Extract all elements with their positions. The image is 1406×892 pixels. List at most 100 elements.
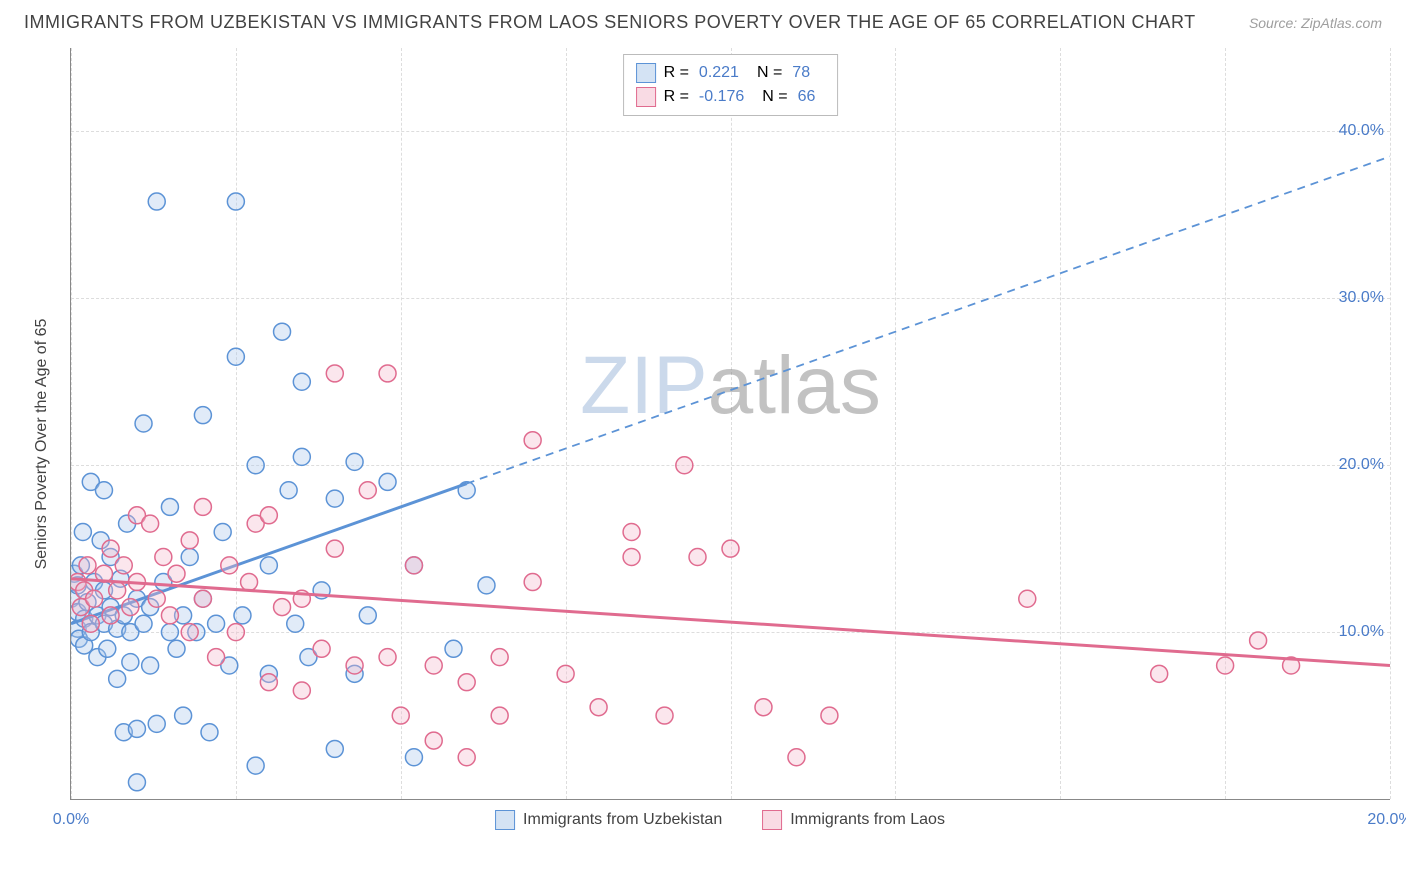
scatter-point-laos	[102, 540, 119, 557]
scatter-point-laos	[656, 707, 673, 724]
plot-region: R =0.221N =78R =-0.176N =66 ZIPatlas 10.…	[70, 48, 1390, 800]
scatter-point-uzbekistan	[214, 523, 231, 540]
scatter-point-laos	[821, 707, 838, 724]
n-label: N =	[757, 64, 782, 82]
legend-stat-row-uzbekistan: R = 0.221 N = 78	[636, 61, 826, 85]
scatter-point-laos	[79, 557, 96, 574]
scatter-point-uzbekistan	[208, 615, 225, 632]
legend-series: Immigrants from UzbekistanImmigrants fro…	[495, 810, 945, 830]
scatter-point-uzbekistan	[227, 348, 244, 365]
scatter-point-uzbekistan	[161, 498, 178, 515]
legend-stats: R = 0.221 N = 78R = -0.176 N = 66	[623, 54, 839, 116]
scatter-point-uzbekistan	[247, 757, 264, 774]
r-label: R =	[664, 64, 689, 82]
legend-swatch	[762, 810, 782, 830]
scatter-point-uzbekistan	[175, 707, 192, 724]
scatter-point-laos	[524, 432, 541, 449]
scatter-point-laos	[168, 565, 185, 582]
scatter-point-uzbekistan	[148, 715, 165, 732]
chart-area: Seniors Poverty Over the Age of 65 R =0.…	[50, 48, 1390, 840]
scatter-point-laos	[181, 532, 198, 549]
scatter-point-laos	[109, 582, 126, 599]
scatter-point-laos	[425, 732, 442, 749]
scatter-point-laos	[241, 574, 258, 591]
legend-stat-row-laos: R =-0.176N =66	[636, 85, 826, 109]
scatter-point-uzbekistan	[247, 457, 264, 474]
scatter-point-uzbekistan	[280, 482, 297, 499]
n-label: N =	[762, 88, 787, 106]
scatter-point-uzbekistan	[405, 749, 422, 766]
scatter-point-laos	[194, 498, 211, 515]
scatter-point-uzbekistan	[201, 724, 218, 741]
scatter-point-uzbekistan	[293, 448, 310, 465]
scatter-point-laos	[293, 682, 310, 699]
scatter-point-uzbekistan	[274, 323, 291, 340]
plot-canvas	[71, 48, 1390, 799]
scatter-point-laos	[590, 699, 607, 716]
scatter-point-laos	[194, 590, 211, 607]
scatter-point-uzbekistan	[287, 615, 304, 632]
scatter-point-uzbekistan	[227, 193, 244, 210]
scatter-point-uzbekistan	[122, 654, 139, 671]
scatter-point-laos	[623, 549, 640, 566]
scatter-point-laos	[689, 549, 706, 566]
scatter-point-uzbekistan	[478, 577, 495, 594]
gridline-v	[1390, 48, 1391, 799]
scatter-point-uzbekistan	[99, 640, 116, 657]
scatter-point-uzbekistan	[142, 657, 159, 674]
trendline-dashed-uzbekistan	[467, 156, 1390, 483]
scatter-point-laos	[346, 657, 363, 674]
scatter-point-uzbekistan	[95, 482, 112, 499]
n-value: 78	[792, 64, 810, 82]
scatter-point-uzbekistan	[326, 740, 343, 757]
scatter-point-laos	[102, 607, 119, 624]
scatter-point-laos	[392, 707, 409, 724]
scatter-point-laos	[379, 365, 396, 382]
scatter-point-laos	[788, 749, 805, 766]
scatter-point-uzbekistan	[135, 615, 152, 632]
legend-label: Immigrants from Uzbekistan	[523, 811, 722, 829]
scatter-point-laos	[155, 549, 172, 566]
legend-swatch	[495, 810, 515, 830]
scatter-point-uzbekistan	[194, 407, 211, 424]
trendline-laos	[71, 579, 1390, 666]
source-prefix: Source:	[1249, 15, 1301, 31]
scatter-point-uzbekistan	[234, 607, 251, 624]
scatter-point-laos	[1217, 657, 1234, 674]
scatter-point-laos	[148, 590, 165, 607]
scatter-point-uzbekistan	[181, 549, 198, 566]
scatter-point-laos	[491, 707, 508, 724]
y-axis-label: Seniors Poverty Over the Age of 65	[33, 319, 51, 570]
scatter-point-laos	[227, 624, 244, 641]
scatter-point-laos	[425, 657, 442, 674]
r-value: -0.176	[699, 88, 744, 106]
scatter-point-laos	[359, 482, 376, 499]
legend-item-uzbekistan: Immigrants from Uzbekistan	[495, 810, 722, 830]
scatter-point-uzbekistan	[359, 607, 376, 624]
scatter-point-uzbekistan	[161, 624, 178, 641]
scatter-point-laos	[755, 699, 772, 716]
scatter-point-laos	[260, 674, 277, 691]
scatter-point-laos	[115, 557, 132, 574]
scatter-point-uzbekistan	[379, 473, 396, 490]
n-value: 66	[798, 88, 816, 106]
scatter-point-laos	[458, 674, 475, 691]
scatter-point-laos	[208, 649, 225, 666]
scatter-point-laos	[491, 649, 508, 666]
scatter-point-laos	[524, 574, 541, 591]
scatter-point-laos	[676, 457, 693, 474]
scatter-point-laos	[379, 649, 396, 666]
scatter-point-uzbekistan	[135, 415, 152, 432]
scatter-point-laos	[221, 557, 238, 574]
scatter-point-laos	[1019, 590, 1036, 607]
chart-title: IMMIGRANTS FROM UZBEKISTAN VS IMMIGRANTS…	[24, 12, 1196, 33]
scatter-point-laos	[142, 515, 159, 532]
scatter-point-uzbekistan	[346, 453, 363, 470]
scatter-point-laos	[82, 615, 99, 632]
legend-swatch	[636, 63, 656, 83]
scatter-point-laos	[86, 590, 103, 607]
scatter-point-laos	[181, 624, 198, 641]
source-name: ZipAtlas.com	[1301, 15, 1382, 31]
r-value: 0.221	[699, 64, 739, 82]
scatter-point-laos	[122, 599, 139, 616]
